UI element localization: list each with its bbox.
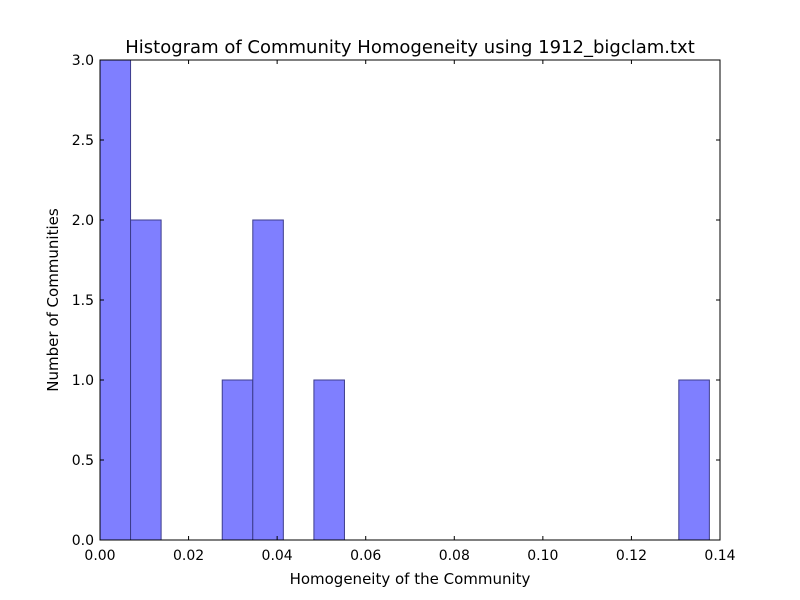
y-tick-label: 3.0 <box>72 53 94 69</box>
histogram-bar <box>678 379 710 541</box>
histogram-bar <box>99 59 132 541</box>
x-tick-label: 0.08 <box>439 548 470 564</box>
x-axis-label: Homogeneity of the Community <box>290 570 531 588</box>
histogram-bar <box>130 219 162 541</box>
x-tick-label: 0.04 <box>262 548 293 564</box>
y-tick-label: 0.5 <box>72 453 94 469</box>
y-tick-label: 1.5 <box>72 293 94 309</box>
histogram-bar <box>221 379 254 541</box>
histogram-bar <box>313 379 345 541</box>
y-tick-label: 2.0 <box>72 213 94 229</box>
x-axis-ticks: 0.00 0.02 0.04 0.06 0.08 0.10 0.12 0.14 <box>84 60 736 564</box>
y-axis-ticks: 0.0 0.5 1.0 1.5 2.0 2.5 3.0 <box>72 53 720 549</box>
y-tick-label: 0.0 <box>72 533 94 549</box>
y-tick-label: 2.5 <box>72 133 94 149</box>
x-tick-label: 0.14 <box>704 548 735 564</box>
y-tick-label: 1.0 <box>72 373 94 389</box>
x-tick-label: 0.00 <box>84 548 115 564</box>
plot-frame <box>99 59 721 541</box>
x-tick-label: 0.02 <box>173 548 204 564</box>
bars-group <box>99 59 710 541</box>
x-tick-label: 0.12 <box>616 548 647 564</box>
x-tick-label: 0.10 <box>527 548 558 564</box>
x-tick-label: 0.06 <box>350 548 381 564</box>
histogram-bar <box>252 219 284 541</box>
chart-title: Histogram of Community Homogeneity using… <box>125 37 695 58</box>
y-axis-label: Number of Communities <box>44 208 62 392</box>
